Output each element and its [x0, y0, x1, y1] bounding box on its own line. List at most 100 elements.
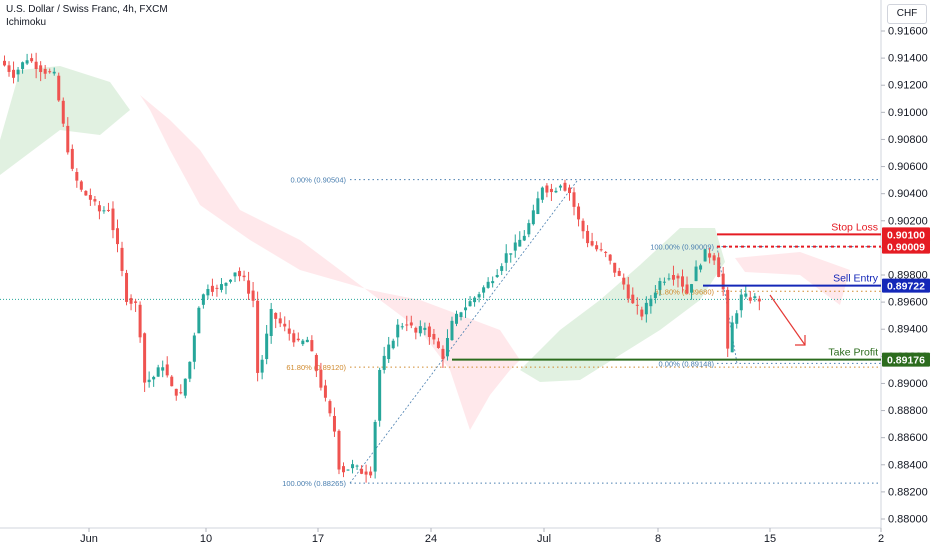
candle-body [477, 294, 481, 298]
y-tick-label: 0.91200 [888, 80, 928, 92]
candle-body [748, 297, 752, 301]
candle-body [491, 281, 495, 284]
chart-title: U.S. Dollar / Swiss Franc, 4h, FXCM [6, 4, 168, 15]
candle-body [572, 192, 576, 207]
currency-button[interactable]: CHF [887, 4, 927, 24]
indicator-label[interactable]: Ichimoku [6, 17, 47, 28]
candle-body [364, 471, 368, 475]
candle-body [495, 274, 499, 278]
x-tick-label: Jun [80, 533, 98, 545]
candle-body [328, 401, 332, 414]
candle-body [369, 471, 373, 476]
candle-body [414, 327, 418, 333]
candle-body [93, 199, 97, 202]
candle-body [486, 281, 490, 288]
candle-body [192, 335, 196, 362]
fib-level-label: 100.00% (0.88265) [282, 479, 346, 488]
candle-body [292, 333, 296, 343]
candle-body [427, 326, 431, 338]
candle-body [116, 228, 119, 245]
candle-body [111, 208, 115, 231]
candle-body [577, 206, 581, 220]
candle-body [120, 247, 124, 271]
candle-body [681, 276, 684, 287]
fib-level-label: 100.00% (0.90009) [650, 243, 714, 252]
candle-body [75, 171, 79, 181]
candle-body [66, 125, 70, 153]
candle-body [265, 333, 269, 360]
candle-body [617, 270, 621, 276]
candle-body [445, 338, 449, 357]
candle-body [125, 272, 129, 302]
candle-body [342, 466, 345, 473]
candle-body [12, 69, 16, 78]
candle-body [34, 61, 38, 70]
projection-arrow-head [795, 335, 806, 346]
y-tick-label: 0.91000 [888, 107, 928, 119]
level-label: Stop Loss [831, 221, 878, 233]
candle-body [229, 279, 232, 282]
candle-body [436, 341, 440, 348]
candle-body [134, 301, 138, 303]
y-tick-label: 0.90200 [888, 215, 928, 227]
candle-body [21, 62, 25, 69]
candle-body [468, 301, 472, 307]
candle-body [694, 266, 698, 282]
candle-body [658, 281, 662, 290]
candle-body [676, 275, 680, 279]
candle-body [504, 253, 508, 263]
candle-body [455, 313, 458, 324]
candle-body [690, 284, 694, 293]
candle-body [48, 71, 52, 73]
x-tick-label: 17 [312, 533, 324, 545]
candle-body [332, 415, 336, 432]
candle-body [540, 187, 544, 200]
candle-body [165, 364, 169, 376]
candle-body [662, 281, 666, 283]
candle-body [260, 359, 264, 373]
candle-body [671, 275, 675, 280]
candle-body [274, 312, 278, 319]
candle-body [405, 324, 409, 326]
candle-body [432, 333, 436, 340]
candle-body [608, 254, 612, 261]
candle-body [563, 182, 567, 191]
candle-body [382, 355, 386, 370]
candle-body [129, 298, 133, 304]
candle-body [522, 235, 526, 241]
y-tick-label: 0.89000 [888, 378, 928, 390]
y-tick-label: 0.88000 [888, 514, 928, 526]
candle-body [61, 100, 65, 124]
candle-body [152, 376, 156, 380]
candle-body [138, 304, 142, 338]
candle-body [373, 421, 377, 472]
candle-body [626, 284, 630, 299]
candle-body [287, 328, 291, 334]
candle-body [595, 245, 599, 250]
candle-body [147, 379, 151, 383]
candle-body [518, 239, 522, 247]
candle-body [97, 205, 101, 212]
candle-body [667, 278, 671, 280]
x-tick-label: 8 [655, 533, 661, 545]
candle-body [88, 195, 92, 200]
y-tick-label: 0.88600 [888, 432, 928, 444]
y-tick-label: 0.91600 [888, 26, 928, 38]
candle-body [703, 249, 707, 262]
candle-body [568, 187, 571, 194]
candle-body [242, 275, 246, 278]
candle-body [396, 324, 400, 338]
x-tick-label: Jul [537, 533, 551, 545]
candle-body [57, 75, 61, 101]
y-tick-label: 0.90600 [888, 161, 928, 173]
candle-body [753, 296, 757, 299]
level-label: Take Profit [828, 347, 878, 359]
projection-arrow-shaft [769, 294, 806, 346]
candle-body [156, 367, 160, 377]
candle-body [717, 257, 721, 277]
candle-body [337, 430, 341, 470]
candle-body [726, 289, 730, 349]
candle-body [721, 273, 725, 290]
candle-body [640, 309, 644, 317]
